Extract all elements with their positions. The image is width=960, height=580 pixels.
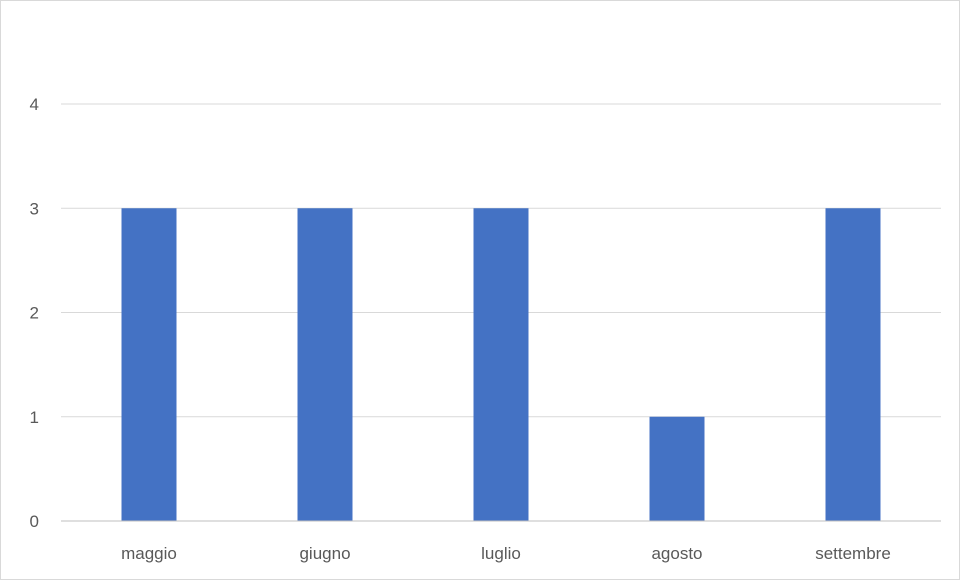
y-tick-label: 1 [30, 408, 39, 427]
x-tick-label: giugno [299, 544, 350, 563]
y-tick-label: 2 [30, 304, 39, 323]
x-tick-label: maggio [121, 544, 177, 563]
y-tick-label: 4 [30, 95, 39, 114]
bar-agosto [649, 416, 705, 521]
x-axis-ticks: maggio giugno luglio agosto settembre [121, 544, 891, 563]
y-tick-label: 3 [30, 199, 39, 218]
bar-giugno [297, 208, 353, 521]
y-axis-ticks: 0 1 2 3 4 [30, 95, 39, 531]
bar-settembre [825, 208, 881, 521]
x-tick-label: settembre [815, 544, 891, 563]
x-tick-label: luglio [481, 544, 521, 563]
bar-luglio [473, 208, 529, 521]
bar-maggio [121, 208, 177, 521]
bars [121, 208, 881, 521]
x-tick-label: agosto [651, 544, 702, 563]
y-tick-label: 0 [30, 512, 39, 531]
